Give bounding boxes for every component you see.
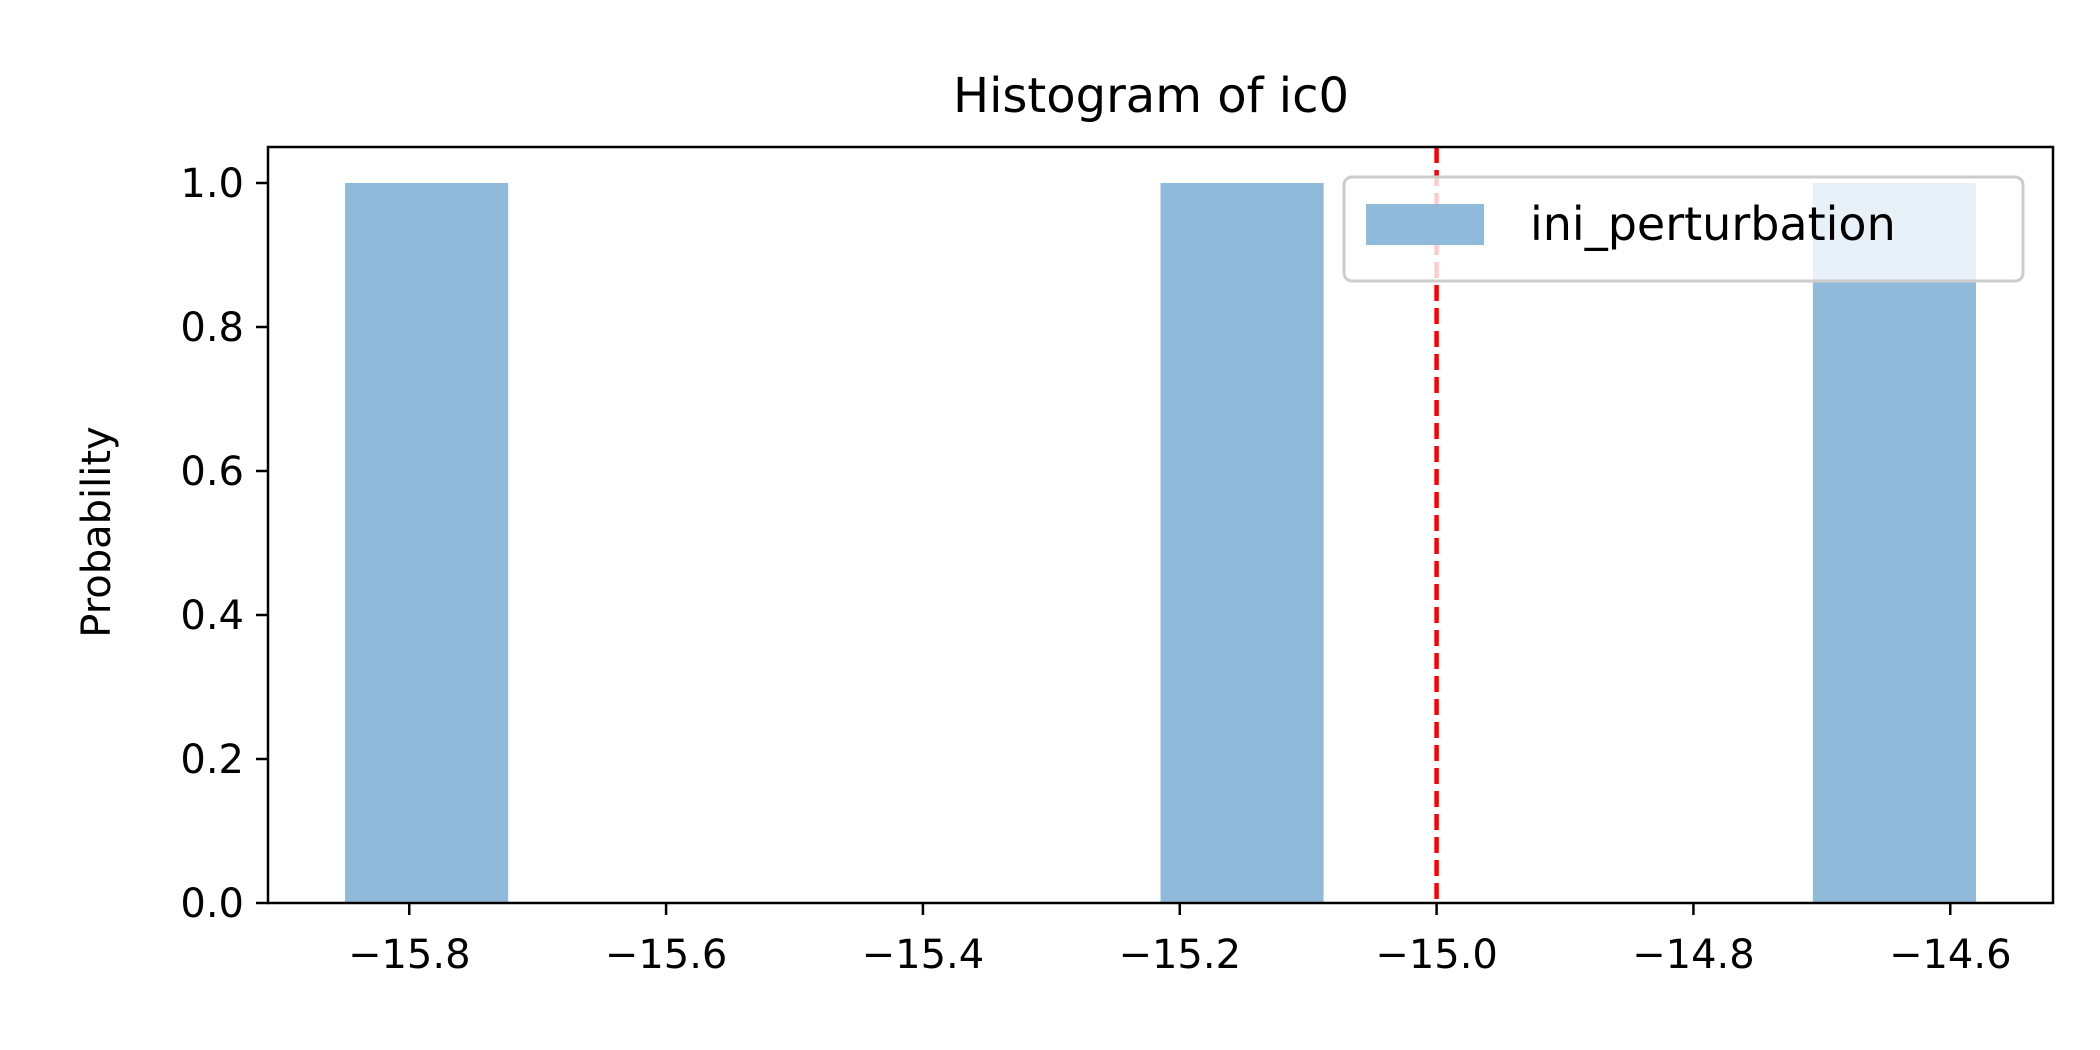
y-tick-label: 0.2 (180, 737, 244, 783)
histogram-bar-1 (345, 183, 509, 903)
y-tick-label: 1.0 (180, 161, 244, 207)
x-tick-label: −15.4 (862, 932, 985, 978)
bars-group (345, 183, 1976, 903)
legend: ini_perturbation (1342, 175, 2025, 283)
x-tick-label: −14.8 (1632, 932, 1755, 978)
y-tick-label: 0.8 (180, 305, 244, 351)
histogram-bar-3 (1812, 183, 1976, 903)
x-tick-label: −14.6 (1889, 932, 2012, 978)
histogram-bar-2 (1160, 183, 1324, 903)
plot-frame (266, 145, 2055, 905)
x-tick-label: −15.6 (605, 932, 728, 978)
legend-swatch (1366, 204, 1484, 245)
x-tick-label: −15.0 (1375, 932, 1498, 978)
y-axis-label: Probability (74, 426, 120, 637)
x-tick-label: −15.8 (348, 932, 471, 978)
y-tick-label: 0.6 (180, 449, 244, 495)
x-axis-ticks: −15.8 −15.6 −15.4 −15.2 −15.0 −14.8 −14.6 (348, 903, 2012, 978)
legend-box (1342, 175, 2025, 283)
legend-label: ini_perturbation (1530, 197, 1896, 251)
chart-title: Histogram of ic0 (953, 68, 1349, 124)
y-axis-ticks: 0.0 0.2 0.4 0.6 0.8 1.0 (180, 161, 268, 927)
y-tick-label: 0.4 (180, 593, 244, 639)
y-tick-label: 0.0 (180, 881, 244, 927)
x-tick-label: −15.2 (1118, 932, 1241, 978)
